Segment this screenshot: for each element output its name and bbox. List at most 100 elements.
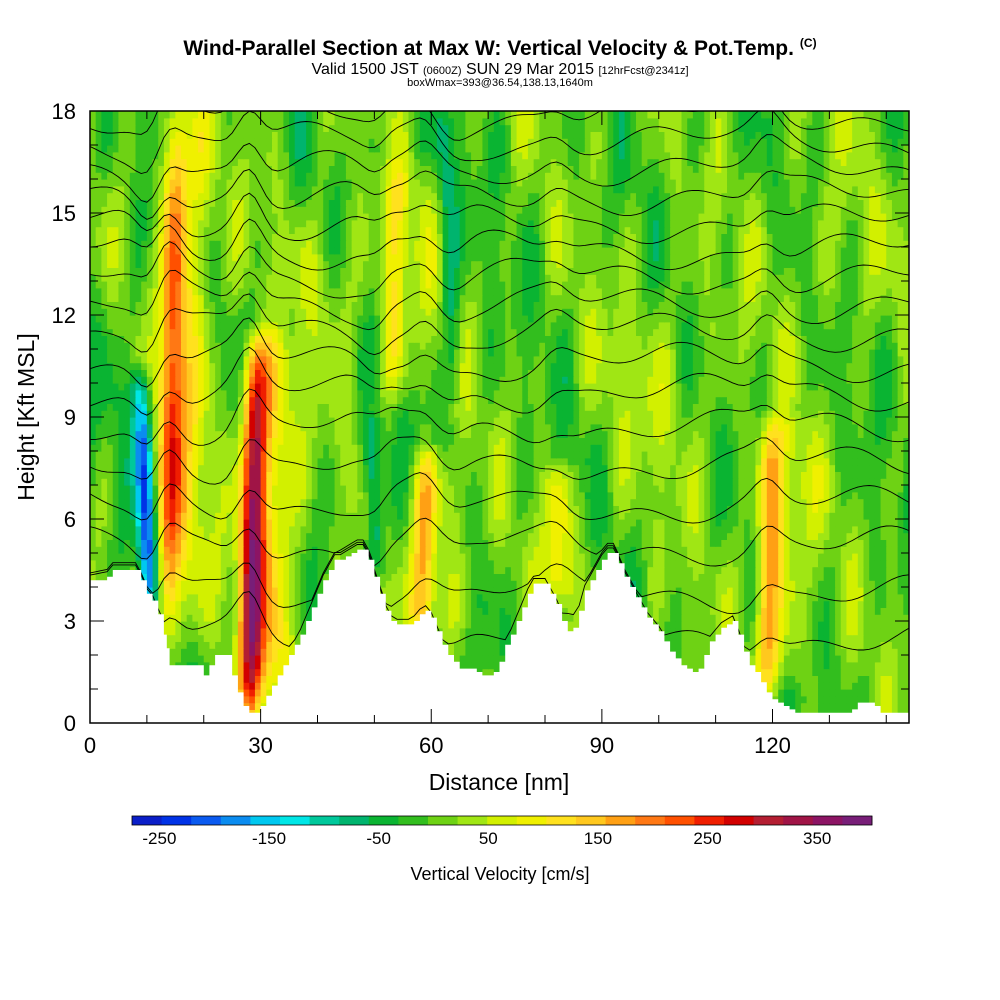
velocity-cell <box>249 621 256 629</box>
velocity-cell <box>527 505 535 513</box>
velocity-cell <box>300 485 307 493</box>
velocity-cell <box>846 587 853 595</box>
velocity-cell <box>454 621 461 629</box>
velocity-cell <box>761 668 768 676</box>
velocity-cell <box>704 621 711 629</box>
velocity-cell <box>272 485 279 493</box>
velocity-cell <box>897 607 904 615</box>
velocity-cell <box>840 621 848 629</box>
velocity-cell <box>95 566 102 574</box>
velocity-cell <box>471 648 478 656</box>
velocity-cell <box>431 587 438 595</box>
velocity-cell <box>442 600 449 608</box>
velocity-cell <box>175 566 182 574</box>
velocity-cell <box>459 491 466 500</box>
velocity-cell <box>891 627 899 636</box>
velocity-cell <box>249 573 256 581</box>
velocity-cell <box>749 627 757 636</box>
velocity-cell <box>886 682 893 690</box>
velocity-cell <box>891 634 899 642</box>
velocity-cell <box>260 566 267 574</box>
velocity-cell <box>391 485 398 493</box>
velocity-cell <box>727 593 734 602</box>
velocity-cell <box>846 648 853 656</box>
velocity-cell <box>328 519 336 527</box>
velocity-cell <box>209 614 216 622</box>
velocity-cell <box>169 559 176 568</box>
velocity-cell <box>590 559 597 568</box>
velocity-cell <box>823 648 830 656</box>
velocity-cell <box>215 573 222 581</box>
velocity-cell <box>846 566 853 574</box>
velocity-cell <box>488 519 495 527</box>
velocity-cell <box>374 566 381 574</box>
velocity-cell <box>277 498 284 506</box>
velocity-cell <box>345 505 353 513</box>
velocity-cell <box>800 661 808 670</box>
velocity-cell <box>664 587 671 595</box>
velocity-cell <box>397 573 404 581</box>
velocity-cell <box>124 485 131 493</box>
velocity-cell <box>294 573 302 581</box>
velocity-cell <box>215 498 222 506</box>
velocity-cell <box>124 498 131 506</box>
velocity-cell <box>249 553 256 561</box>
velocity-cell <box>198 648 205 656</box>
velocity-cell <box>744 525 751 534</box>
velocity-cell <box>880 661 887 670</box>
velocity-cell <box>573 621 580 629</box>
velocity-cell <box>442 498 449 506</box>
velocity-cell <box>289 587 296 595</box>
velocity-cell <box>818 559 825 568</box>
velocity-cell <box>874 525 882 534</box>
velocity-cell <box>863 682 870 690</box>
velocity-cell <box>249 539 256 547</box>
velocity-cell <box>670 566 677 574</box>
velocity-cell <box>761 559 768 568</box>
velocity-cell <box>903 621 909 629</box>
velocity-cell <box>846 519 853 527</box>
velocity-cell <box>550 532 557 540</box>
velocity-cell <box>766 682 774 690</box>
velocity-cell <box>846 621 853 629</box>
velocity-cell <box>482 648 489 656</box>
velocity-cell <box>351 498 358 506</box>
velocity-cell <box>232 573 239 581</box>
velocity-cell <box>266 648 273 656</box>
velocity-cell <box>755 655 762 663</box>
velocity-cell <box>806 519 813 527</box>
velocity-cell <box>368 505 375 513</box>
velocity-cell <box>482 566 489 574</box>
velocity-cell <box>215 546 222 554</box>
velocity-cell <box>436 559 444 568</box>
velocity-cell <box>835 607 842 615</box>
velocity-cell <box>766 573 774 581</box>
velocity-cell <box>192 512 199 520</box>
velocity-cell <box>874 655 882 663</box>
velocity-cell <box>317 566 324 574</box>
velocity-cell <box>488 573 495 581</box>
velocity-cell <box>738 498 745 506</box>
velocity-cell <box>778 559 785 568</box>
velocity-cell <box>755 546 762 554</box>
velocity-cell <box>692 600 700 608</box>
velocity-cell <box>852 593 859 602</box>
velocity-cell <box>795 587 802 595</box>
velocity-cell <box>186 485 193 493</box>
velocity-cell <box>215 621 222 629</box>
velocity-cell <box>886 559 893 568</box>
velocity-cell <box>744 498 751 506</box>
velocity-cell <box>101 505 108 513</box>
velocity-cell <box>869 675 876 683</box>
velocity-cell <box>243 689 250 697</box>
velocity-cell <box>482 621 489 629</box>
velocity-cell <box>516 600 523 608</box>
velocity-cell <box>135 498 142 506</box>
velocity-cell <box>806 498 813 506</box>
velocity-cell <box>744 614 751 622</box>
velocity-cell <box>289 525 296 534</box>
velocity-cell <box>283 525 290 534</box>
velocity-cell <box>675 532 683 540</box>
velocity-cell <box>146 525 154 534</box>
velocity-cell <box>550 580 557 588</box>
